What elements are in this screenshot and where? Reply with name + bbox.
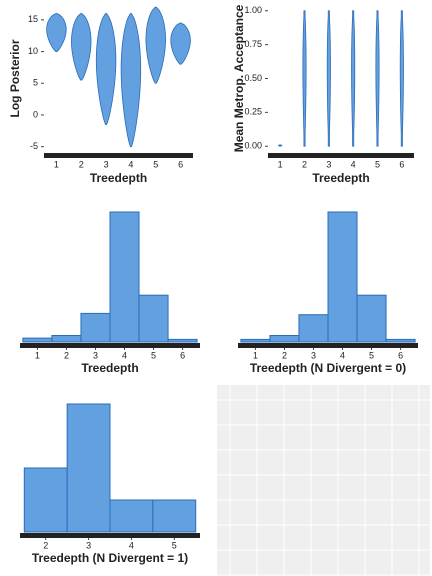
x-tick-label: 6 <box>398 350 403 360</box>
y-tick-label: 10 <box>28 46 38 56</box>
violin <box>71 13 92 81</box>
empty-panel <box>217 385 430 576</box>
violin <box>120 13 142 148</box>
violin <box>46 13 67 52</box>
bar <box>80 312 111 343</box>
x-tick-label: 6 <box>399 159 404 169</box>
x-tick-label: 2 <box>79 159 84 169</box>
x-tick-label: 1 <box>253 350 258 360</box>
x-tick-label: 3 <box>93 350 98 360</box>
y-tick-label: 5 <box>33 78 38 88</box>
y-tick-label: 0.75 <box>244 39 262 49</box>
violin <box>326 10 331 147</box>
x-tick-label: 2 <box>64 350 69 360</box>
x-tick-label: 4 <box>128 159 133 169</box>
y-tick-label: 0.50 <box>244 73 262 83</box>
bar <box>167 338 198 343</box>
x-tick-label: 6 <box>180 350 185 360</box>
violin <box>399 10 404 147</box>
x-axis-title: Treedepth <box>90 171 147 185</box>
x-tick-label: 5 <box>375 159 380 169</box>
x-tick-label: 3 <box>104 159 109 169</box>
x-tick-label: 3 <box>86 540 91 550</box>
x-tick-label: 4 <box>351 159 356 169</box>
bar <box>327 211 358 343</box>
x-axis-bar <box>44 153 193 158</box>
y-tick-label: 0.25 <box>244 107 262 117</box>
x-axis-title: Treedepth (N Divergent = 1) <box>32 551 188 565</box>
violin <box>95 13 117 125</box>
x-tick-label: 3 <box>311 350 316 360</box>
bar <box>269 335 300 343</box>
empty-panel-grid <box>217 385 430 576</box>
x-tick-label: 1 <box>54 159 59 169</box>
x-axis-title: Treedepth <box>81 361 138 375</box>
x-axis-bar <box>238 343 418 348</box>
x-tick-label: 5 <box>369 350 374 360</box>
y-tick-label: 0.00 <box>244 141 262 151</box>
bar <box>385 338 416 343</box>
y-tick-label: 0 <box>33 109 38 119</box>
violin <box>145 6 166 84</box>
x-tick-label: 2 <box>43 540 48 550</box>
violin <box>351 10 356 147</box>
violin <box>375 10 380 147</box>
x-tick-label: 5 <box>151 350 156 360</box>
violin <box>302 10 307 147</box>
bar <box>22 337 53 343</box>
x-tick-label: 4 <box>122 350 127 360</box>
x-tick-label: 2 <box>282 350 287 360</box>
bar <box>152 499 197 533</box>
bar <box>23 467 68 533</box>
x-tick-label: 4 <box>129 540 134 550</box>
x-tick-label: 5 <box>153 159 158 169</box>
y-tick-label: -5 <box>30 141 38 151</box>
bar <box>240 338 271 343</box>
bar <box>109 211 140 343</box>
y-axis-title: Log Posterior <box>8 39 22 117</box>
x-axis-bar <box>20 343 200 348</box>
x-tick-label: 4 <box>340 350 345 360</box>
x-tick-label: 1 <box>35 350 40 360</box>
violin <box>170 22 191 65</box>
x-axis-title: Treedepth <box>312 171 369 185</box>
x-tick-label: 3 <box>326 159 331 169</box>
violin <box>278 144 283 147</box>
bar <box>66 403 111 533</box>
y-tick-label: 1.00 <box>244 5 262 15</box>
x-tick-label: 5 <box>172 540 177 550</box>
x-tick-label: 2 <box>302 159 307 169</box>
x-tick-label: 6 <box>178 159 183 169</box>
x-axis-bar <box>20 533 200 538</box>
bar <box>109 499 154 533</box>
bar <box>51 335 82 343</box>
bar <box>138 294 169 343</box>
y-tick-label: 15 <box>28 14 38 24</box>
y-axis-title: Mean Metrop. Acceptance <box>232 4 246 152</box>
bar <box>298 314 329 343</box>
x-axis-bar <box>268 153 414 158</box>
bar <box>356 294 387 343</box>
x-tick-label: 1 <box>278 159 283 169</box>
x-axis-title: Treedepth (N Divergent = 0) <box>250 361 406 375</box>
